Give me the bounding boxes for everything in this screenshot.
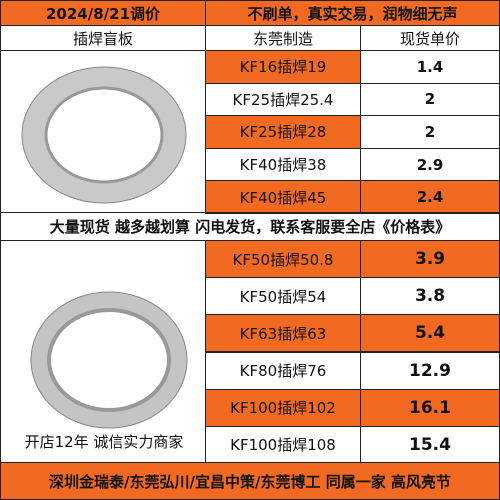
header-date: 2024/8/21调价	[0, 0, 206, 26]
column-product: 插焊盲板	[0, 25, 206, 51]
price: 5.4	[360, 314, 500, 353]
price: 16.1	[360, 388, 500, 427]
footer: 深圳金瑞泰/东莞弘川/宜昌中策/东莞博工 同属一家 高风亮节	[0, 462, 500, 500]
model: KF50插焊54	[205, 277, 361, 316]
price: 12.9	[360, 351, 500, 390]
header-slogan: 不刷单，真实交易，润物细无声	[205, 0, 500, 26]
column-price: 现货单价	[360, 25, 500, 51]
price: 2.4	[360, 180, 500, 214]
ring-image	[30, 291, 188, 429]
model: KF100插焊102	[205, 388, 361, 427]
model: KF25插焊28	[205, 115, 361, 149]
price: 15.4	[360, 425, 500, 464]
model: KF80插焊76	[205, 351, 361, 390]
model: KF100插焊108	[205, 425, 361, 464]
column-origin: 东莞制造	[205, 25, 361, 51]
model: KF16插焊19	[205, 50, 361, 84]
price: 3.8	[360, 277, 500, 316]
shop-note: 开店12年 诚信实力商家	[24, 432, 184, 451]
model: KF40插焊38	[205, 147, 361, 182]
model: KF50插焊50.8	[205, 240, 361, 279]
price: 2	[360, 115, 500, 149]
price: 2	[360, 82, 500, 117]
model: KF63插焊63	[205, 314, 361, 353]
model: KF25插焊25.4	[205, 82, 361, 117]
banner: 大量现货 越多越划算 闪电发货，联系客服要全店《价格表》	[0, 212, 500, 241]
price: 1.4	[360, 50, 500, 84]
price: 2.9	[360, 147, 500, 182]
model: KF40插焊45	[205, 180, 361, 214]
price: 3.9	[360, 240, 500, 279]
ring-image	[21, 66, 187, 204]
